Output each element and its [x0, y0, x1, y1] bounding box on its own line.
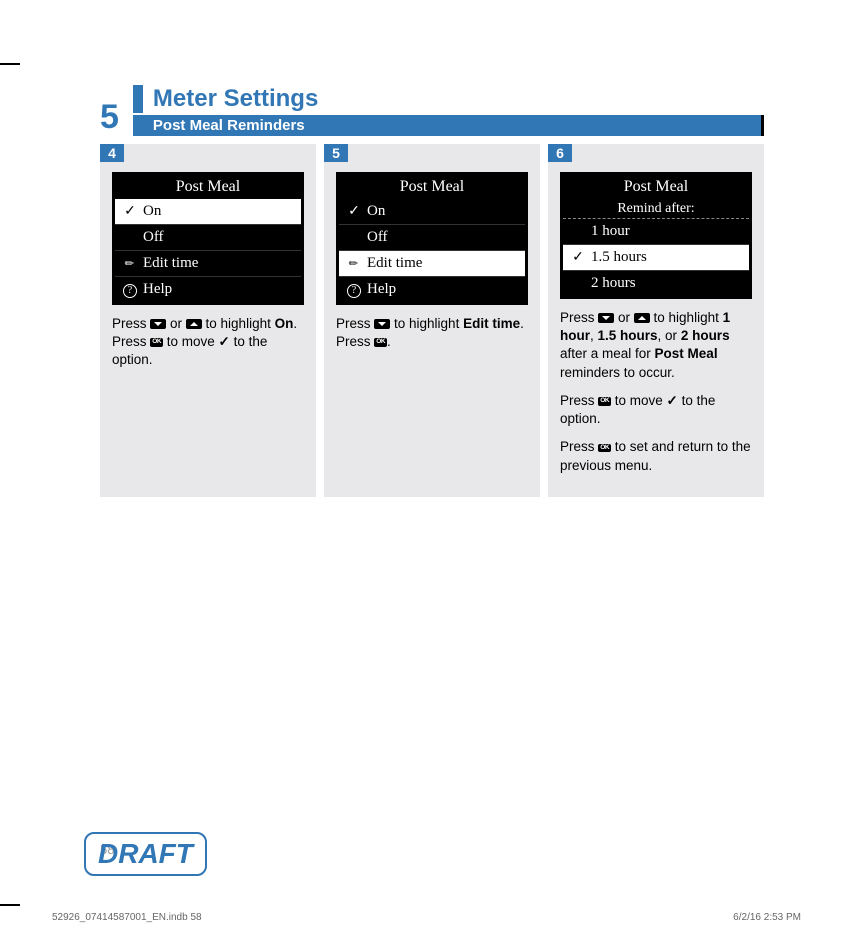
device-screen: Post Meal✓On Off ✎Edit time?Help	[336, 172, 528, 305]
menu-label: On	[367, 203, 385, 220]
step-number: 5	[324, 144, 348, 162]
screen-menu-row: ✓On	[115, 199, 301, 225]
menu-label: Help	[143, 281, 172, 298]
screen-subtitle: Remind after:	[563, 199, 749, 219]
screen-menu-row: ?Help	[339, 277, 525, 302]
steps-row: 4Post Meal✓OnOff✎Edit time?HelpPress or …	[100, 144, 764, 497]
screen-menu-row: Off	[339, 225, 525, 251]
device-screen: Post MealRemind after: 1 hour ✓1.5 hours 2 …	[560, 172, 752, 299]
title-accent-bar	[133, 85, 143, 113]
screen-menu-row: 2 hours	[563, 271, 749, 296]
subtitle-bar: Post Meal Reminders	[133, 115, 764, 136]
instruction-text: Press or to highlight On. Press OK to mo…	[100, 315, 316, 370]
menu-label: Off	[367, 229, 388, 246]
crop-mark-top	[0, 63, 20, 65]
instruction-text: Press or to highlight 1 hour, 1.5 hours,…	[548, 309, 764, 475]
screen-menu-row: ✓1.5 hours	[563, 245, 749, 271]
menu-label: 1.5 hours	[591, 249, 647, 266]
header: 5 Meter Settings Post Meal Reminders	[100, 85, 764, 136]
draft-stamp: DRAFT	[84, 832, 207, 876]
step-panel: 6 Post MealRemind after: 1 hour ✓1.5 hours 2…	[548, 144, 764, 497]
footer-right: 6/2/16 2:53 PM	[733, 912, 801, 923]
footer-left: 52926_07414587001_EN.indb 58	[52, 912, 202, 923]
menu-label: Help	[367, 281, 396, 298]
step-number: 4	[100, 144, 124, 162]
step-number: 6	[548, 144, 572, 162]
page-content: 5 Meter Settings Post Meal Reminders 4 Po…	[100, 85, 764, 497]
footer: 52926_07414587001_EN.indb 58 6/2/16 2:53…	[52, 912, 801, 923]
menu-label: Edit time	[143, 255, 198, 272]
menu-label: Off	[143, 229, 164, 246]
menu-label: 2 hours	[591, 275, 636, 292]
screen-title: Post Meal	[115, 175, 301, 199]
title-text: Meter Settings	[153, 85, 318, 113]
screen-menu-row: Off	[115, 225, 301, 251]
menu-label: On	[143, 203, 161, 220]
screen-title: Post Meal	[563, 175, 749, 199]
chapter-number: 5	[100, 100, 119, 136]
screen-title: Post Meal	[339, 175, 525, 199]
menu-label: 1 hour	[591, 223, 630, 240]
step-panel: 5 Post Meal✓On Off ✎Edit time?Help Press to …	[324, 144, 540, 497]
main-title: Meter Settings	[133, 85, 764, 113]
step-panel: 4 Post Meal✓On Off ✎Edit time?Help Press or …	[100, 144, 316, 497]
screen-menu-row: ✎Edit time	[339, 251, 525, 277]
screen-menu-row: ✓On	[339, 199, 525, 225]
crop-mark-bottom	[0, 904, 20, 906]
menu-label: Edit time	[367, 255, 422, 272]
screen-menu-row: ?Help	[115, 277, 301, 302]
screen-menu-row: 1 hour	[563, 219, 749, 245]
instruction-text: Press to highlight Edit time. Press OK.	[324, 315, 540, 351]
device-screen: Post Meal✓On Off ✎Edit time?Help	[112, 172, 304, 305]
screen-menu-row: ✎Edit time	[115, 251, 301, 277]
